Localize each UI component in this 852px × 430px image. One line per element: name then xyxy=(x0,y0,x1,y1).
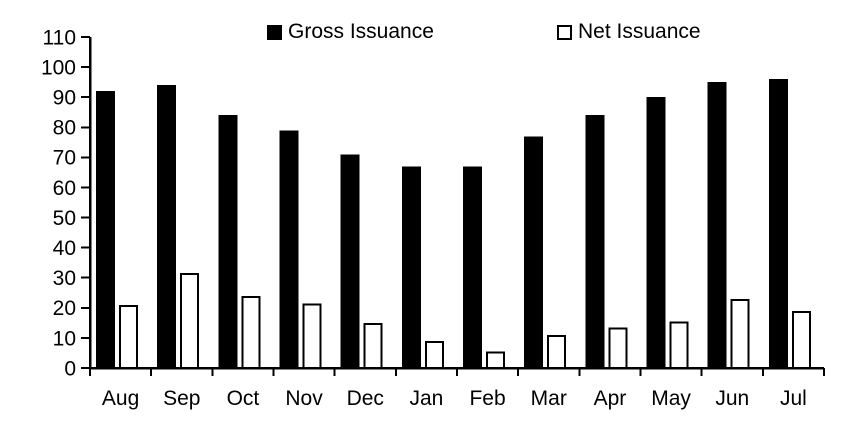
bar-gross-dec xyxy=(340,154,360,368)
bar-gross-mar xyxy=(524,136,544,368)
x-axis-label-aug: Aug xyxy=(102,387,139,410)
y-axis-tick-label: 80 xyxy=(53,117,76,140)
x-axis-label-sep: Sep xyxy=(163,387,200,410)
bar-net-feb xyxy=(486,351,505,370)
bar-gross-nov xyxy=(279,130,299,368)
bar-gross-oct xyxy=(218,115,238,369)
x-axis-label-jun: Jun xyxy=(715,387,749,410)
y-axis-tick-label: 100 xyxy=(41,56,76,79)
bar-gross-jul xyxy=(768,79,788,369)
y-axis-tick-label: 40 xyxy=(53,237,76,260)
y-axis-tick-label: 110 xyxy=(43,26,76,49)
y-axis-tick-label: 10 xyxy=(53,327,76,350)
x-axis-label-dec: Dec xyxy=(347,387,384,410)
x-axis-label-feb: Feb xyxy=(469,387,505,410)
bar-net-apr xyxy=(608,327,628,369)
bar-gross-feb xyxy=(463,166,482,368)
x-axis-label-jul: Jul xyxy=(780,387,807,410)
bar-net-may xyxy=(669,321,689,370)
bar-gross-jun xyxy=(707,82,727,369)
x-axis-label-apr: Apr xyxy=(594,387,627,410)
y-axis-tick-label: 60 xyxy=(53,177,76,200)
y-axis-tick-label: 0 xyxy=(64,357,76,380)
y-axis-tick-label: 70 xyxy=(53,147,76,170)
y-axis-tick-label: 30 xyxy=(53,267,76,290)
bar-net-nov xyxy=(302,303,322,369)
x-axis-label-oct: Oct xyxy=(227,387,260,410)
y-axis-tick-label: 50 xyxy=(53,207,76,230)
bar-net-aug xyxy=(119,304,138,369)
x-axis-label-nov: Nov xyxy=(285,387,323,410)
bar-net-jun xyxy=(730,298,750,370)
x-axis-label-jan: Jan xyxy=(409,387,443,410)
y-axis-tick-label: 90 xyxy=(53,87,76,110)
x-axis-label-mar: Mar xyxy=(531,387,567,410)
x-axis-label-may: May xyxy=(651,387,691,410)
bar-gross-may xyxy=(646,97,666,368)
bar-net-jan xyxy=(424,340,444,369)
bar-net-oct xyxy=(241,295,261,370)
bar-net-sep xyxy=(180,273,200,369)
y-axis-tick-label: 20 xyxy=(53,297,76,320)
bar-net-jul xyxy=(791,310,811,369)
bar-gross-jan xyxy=(401,166,421,368)
bar-net-mar xyxy=(547,334,567,369)
bar-net-dec xyxy=(363,322,383,370)
bar-gross-apr xyxy=(585,115,605,369)
bar-gross-aug xyxy=(96,91,115,368)
bar-gross-sep xyxy=(157,85,177,369)
